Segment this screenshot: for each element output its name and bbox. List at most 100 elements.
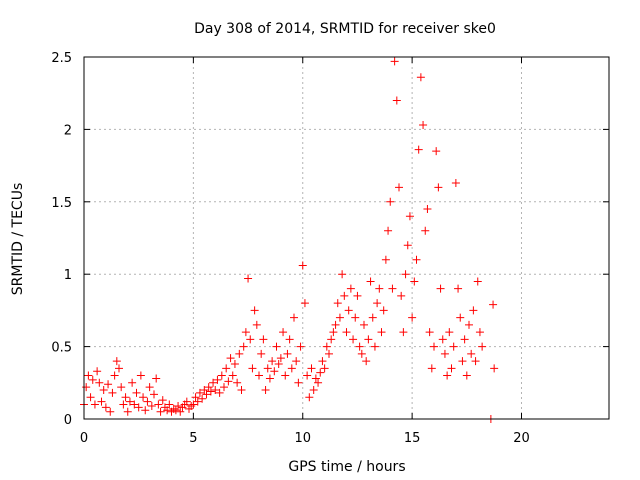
data-point	[298, 261, 307, 270]
data-point	[443, 371, 452, 380]
data-point	[228, 371, 237, 380]
data-point	[134, 403, 143, 412]
data-point	[182, 397, 191, 406]
data-point	[449, 342, 458, 351]
data-point	[294, 378, 303, 387]
data-point	[281, 371, 290, 380]
data-point	[244, 274, 253, 283]
data-point	[388, 284, 397, 293]
x-tick-label: 10	[294, 431, 311, 446]
data-point	[252, 320, 261, 329]
data-point	[325, 349, 333, 358]
data-point	[309, 386, 318, 395]
data-point	[353, 291, 362, 300]
data-point	[425, 328, 434, 337]
data-point	[171, 406, 180, 415]
y-tick-label: 0.5	[51, 341, 72, 356]
data-point	[423, 205, 432, 214]
data-point	[259, 335, 268, 344]
x-tick-label: 20	[513, 431, 530, 446]
data-point	[357, 349, 366, 358]
data-point	[397, 291, 406, 300]
data-point	[290, 313, 298, 322]
data-point	[279, 328, 288, 337]
data-point	[436, 284, 445, 293]
data-point	[101, 403, 110, 412]
data-point	[235, 349, 244, 358]
data-point	[366, 277, 375, 286]
data-point	[272, 342, 281, 351]
data-point	[475, 328, 484, 337]
data-point	[128, 378, 137, 387]
data-point	[110, 371, 119, 380]
data-point	[458, 357, 467, 366]
data-point	[390, 57, 399, 66]
data-point	[318, 357, 327, 366]
data-point	[106, 407, 115, 416]
data-point	[255, 371, 263, 380]
y-tick-label: 1.5	[51, 196, 72, 211]
x-tick-label: 15	[404, 431, 421, 446]
data-point	[403, 241, 412, 250]
data-point	[469, 306, 478, 315]
data-point	[265, 374, 274, 383]
y-tick-label: 1	[64, 268, 72, 283]
data-point	[248, 364, 257, 373]
data-point	[327, 335, 336, 344]
data-point	[467, 349, 476, 358]
tick-labels: 0 5 10 15 20 0 0.5 1 1.5 2 2.5	[51, 51, 529, 446]
data-point	[86, 393, 95, 402]
data-point	[421, 226, 430, 235]
data-point	[158, 396, 167, 405]
data-point	[241, 328, 250, 337]
data-point	[360, 320, 368, 329]
data-point	[84, 371, 93, 380]
data-point	[174, 401, 183, 410]
data-point	[362, 357, 371, 366]
data-point	[368, 313, 377, 322]
data-point	[239, 342, 248, 351]
data-point	[250, 306, 259, 315]
data-point	[432, 147, 441, 156]
data-point	[419, 121, 428, 130]
data-point	[292, 357, 301, 366]
data-point	[233, 378, 242, 387]
data-point	[119, 400, 128, 409]
data-point	[335, 313, 344, 322]
data-point	[121, 393, 130, 402]
data-point	[342, 328, 351, 337]
data-point	[108, 388, 117, 397]
data-point	[316, 368, 325, 377]
data-point	[440, 349, 449, 358]
data-point	[97, 397, 106, 406]
data-point	[300, 299, 309, 308]
data-point	[211, 386, 220, 395]
data-point	[314, 378, 323, 387]
data-point	[215, 388, 224, 397]
data-point	[445, 328, 454, 337]
data-point	[478, 342, 487, 351]
data-point	[263, 364, 272, 373]
data-point	[408, 313, 417, 322]
data-point	[130, 400, 139, 409]
y-tick-label: 2	[64, 123, 72, 138]
data-point	[364, 335, 373, 344]
data-point	[377, 328, 386, 337]
data-point	[95, 378, 104, 387]
data-point	[331, 320, 340, 329]
data-point	[344, 306, 353, 315]
plot-frame	[83, 56, 610, 420]
data-point	[346, 284, 355, 293]
data-point	[274, 359, 283, 368]
data-point	[226, 354, 235, 363]
data-point	[139, 393, 148, 402]
data-point	[338, 270, 347, 279]
data-point	[141, 406, 150, 415]
data-point	[189, 400, 198, 409]
data-point	[340, 291, 349, 300]
chart-title: Day 308 of 2014, SRMTID for receiver ske…	[194, 21, 496, 37]
data-point	[370, 342, 379, 351]
data-point	[283, 349, 292, 358]
data-point	[222, 364, 231, 373]
data-point	[447, 364, 456, 373]
